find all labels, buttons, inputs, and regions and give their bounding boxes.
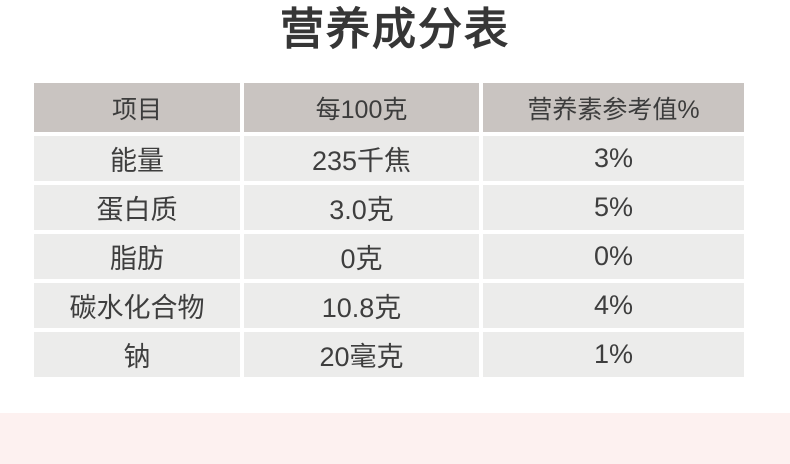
header-cell-item: 项目 [34, 83, 240, 132]
cell-nrv-percent: 4% [483, 283, 744, 328]
cell-per-100g: 10.8克 [244, 283, 479, 328]
cell-per-100g: 235千焦 [244, 136, 479, 181]
header-cell-nrv-percent: 营养素参考值% [483, 83, 744, 132]
cell-nrv-percent: 1% [483, 332, 744, 377]
cell-item: 能量 [34, 136, 240, 181]
cell-per-100g: 20毫克 [244, 332, 479, 377]
cell-item: 蛋白质 [34, 185, 240, 230]
cell-per-100g: 0克 [244, 234, 479, 279]
header-cell-per-100g: 每100克 [244, 83, 479, 132]
cell-nrv-percent: 3% [483, 136, 744, 181]
cell-per-100g: 3.0克 [244, 185, 479, 230]
footer-pink-band [0, 413, 790, 464]
cell-item: 脂肪 [34, 234, 240, 279]
cell-nrv-percent: 5% [483, 185, 744, 230]
cell-nrv-percent: 0% [483, 234, 744, 279]
cell-item: 钠 [34, 332, 240, 377]
nutrition-table: 项目 每100克 营养素参考值% 能量 235千焦 3% 蛋白质 3.0克 5%… [34, 83, 744, 377]
cell-item: 碳水化合物 [34, 283, 240, 328]
page-title: 营养成分表 [280, 5, 510, 54]
